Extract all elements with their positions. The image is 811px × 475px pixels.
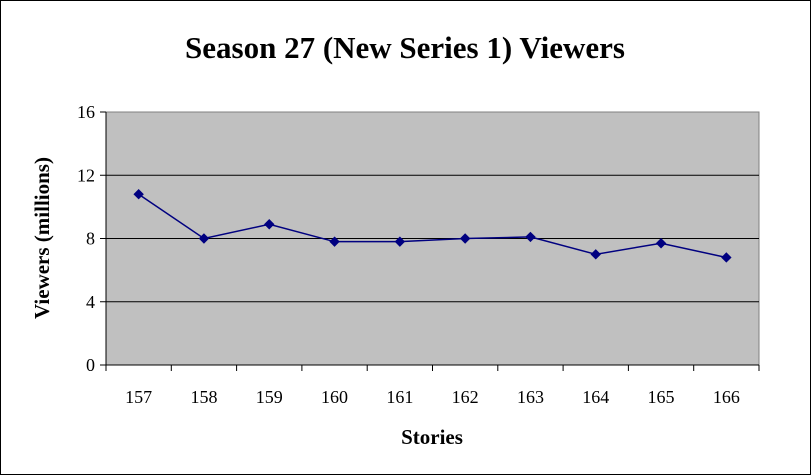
chart-title: Season 27 (New Series 1) Viewers	[185, 30, 625, 65]
x-axis-title: Stories	[401, 425, 463, 449]
y-axis: 0 4 8 12 16	[77, 102, 107, 375]
x-tick-label: 164	[582, 387, 609, 407]
y-tick-label: 0	[86, 355, 95, 375]
x-axis: 157 158 159 160 161 162 163 164 165 166	[105, 364, 760, 407]
data-point-marker	[590, 249, 601, 260]
data-point-marker	[459, 233, 471, 244]
x-tick-label: 166	[713, 387, 740, 407]
data-point-marker	[525, 231, 536, 243]
series-viewers	[133, 189, 732, 263]
y-tick-label: 12	[77, 165, 95, 185]
gridlines	[106, 174, 759, 303]
x-tick-label: 157	[125, 387, 152, 407]
series-line	[138, 193, 727, 259]
data-point-marker	[133, 189, 144, 200]
y-tick-label: 16	[77, 102, 95, 122]
x-tick-label: 163	[517, 387, 544, 407]
x-tick-label: 165	[648, 387, 675, 407]
data-point-marker	[329, 236, 340, 247]
y-tick-label: 8	[86, 229, 95, 249]
data-point-marker	[394, 236, 406, 247]
y-axis-title: Viewers (millions)	[30, 157, 54, 319]
y-tick-label: 4	[86, 292, 95, 312]
data-point-marker	[264, 219, 275, 230]
x-tick-label: 161	[386, 387, 413, 407]
x-tick-label: 159	[256, 387, 283, 407]
x-tick-label: 158	[190, 387, 217, 407]
data-point-marker	[721, 252, 732, 263]
x-tick-label: 162	[452, 387, 479, 407]
data-point-marker	[655, 238, 667, 249]
x-tick-label: 160	[321, 387, 348, 407]
data-point-marker	[198, 233, 210, 244]
